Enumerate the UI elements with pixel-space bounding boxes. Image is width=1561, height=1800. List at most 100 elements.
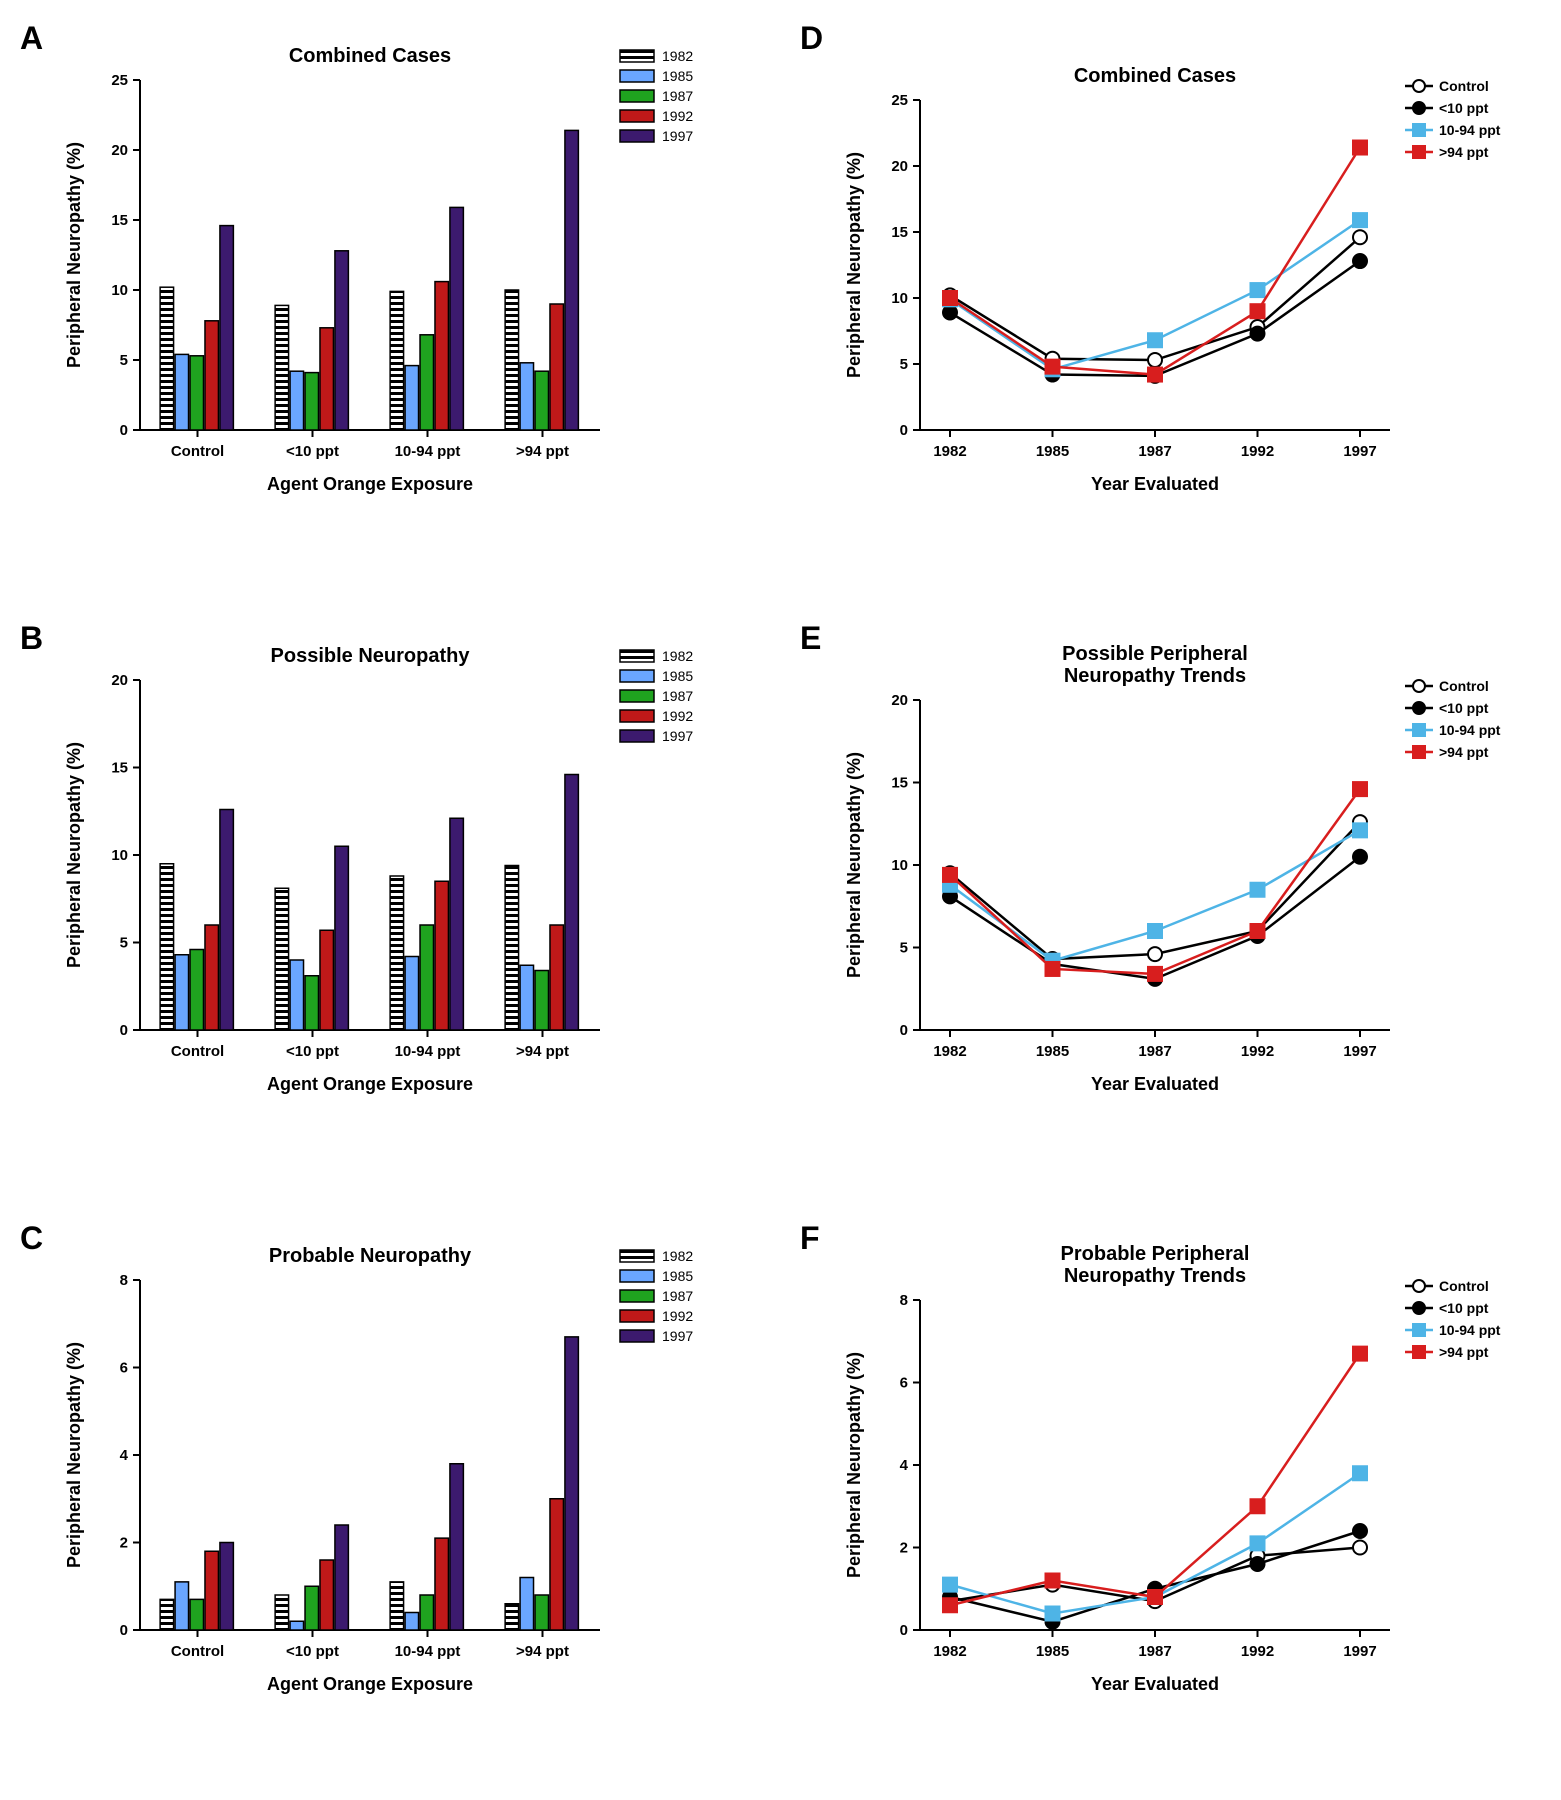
marker	[1046, 962, 1060, 976]
svg-text:0: 0	[120, 1022, 128, 1039]
legend-swatch	[620, 1310, 654, 1322]
legend-swatch	[620, 50, 654, 62]
svg-text:1997: 1997	[1343, 443, 1376, 460]
svg-text:Control: Control	[171, 1643, 224, 1660]
marker	[1413, 1346, 1425, 1358]
bar	[505, 866, 518, 1031]
marker	[1251, 1557, 1265, 1571]
bar	[405, 957, 418, 1031]
marker	[1251, 327, 1265, 341]
svg-text:1987: 1987	[662, 1288, 693, 1304]
marker	[1148, 947, 1162, 961]
panel-D: D0510152025Peripheral Neuropathy (%)Comb…	[800, 20, 1560, 580]
svg-text:1985: 1985	[662, 1268, 693, 1284]
bar	[335, 1525, 348, 1630]
marker	[1251, 1536, 1265, 1550]
panel-letter: E	[800, 620, 821, 657]
marker	[1413, 1324, 1425, 1336]
svg-text:<10 ppt: <10 ppt	[1439, 100, 1489, 116]
legend-swatch	[620, 690, 654, 702]
bar	[290, 371, 303, 430]
svg-text:10-94 ppt: 10-94 ppt	[395, 1043, 461, 1060]
bar	[435, 282, 448, 430]
svg-text:2: 2	[120, 1535, 128, 1552]
svg-text:1992: 1992	[1241, 1643, 1274, 1660]
bar	[565, 130, 578, 430]
bar	[335, 251, 348, 430]
legend-swatch	[620, 90, 654, 102]
svg-text:1987: 1987	[1138, 443, 1171, 460]
bar	[435, 881, 448, 1030]
marker	[1413, 724, 1425, 736]
svg-text:20: 20	[891, 692, 908, 709]
legend-swatch	[620, 670, 654, 682]
bar	[550, 925, 563, 1030]
legend-swatch	[620, 110, 654, 122]
marker	[1353, 850, 1367, 864]
bar	[175, 955, 188, 1030]
bar	[505, 290, 518, 430]
svg-text:Combined Cases: Combined Cases	[1074, 65, 1236, 87]
panel-F: F02468Peripheral Neuropathy (%)Probable …	[800, 1220, 1560, 1780]
svg-text:8: 8	[120, 1272, 128, 1289]
bar	[275, 888, 288, 1030]
svg-text:10-94 ppt: 10-94 ppt	[395, 1643, 461, 1660]
marker	[1251, 283, 1265, 297]
panel-C: C02468Peripheral Neuropathy (%)Probable …	[20, 1220, 780, 1780]
bar-chart: 05101520Peripheral Neuropathy (%)Possibl…	[40, 620, 780, 1140]
svg-text:1992: 1992	[662, 708, 693, 724]
svg-text:10: 10	[111, 282, 128, 299]
svg-text:15: 15	[891, 224, 908, 241]
marker	[1353, 254, 1367, 268]
svg-text:10: 10	[111, 847, 128, 864]
svg-text:20: 20	[891, 158, 908, 175]
bar	[565, 1337, 578, 1630]
svg-text:1992: 1992	[1241, 1043, 1274, 1060]
series-line	[950, 830, 1360, 960]
bar	[420, 1595, 433, 1630]
svg-text:Agent Orange Exposure: Agent Orange Exposure	[267, 474, 473, 494]
svg-text:25: 25	[111, 72, 128, 89]
series-line	[950, 1354, 1360, 1606]
bar	[160, 287, 173, 430]
svg-text:Control: Control	[1439, 78, 1489, 94]
bar	[335, 846, 348, 1030]
bar	[305, 976, 318, 1030]
svg-text:10-94 ppt: 10-94 ppt	[1439, 1322, 1501, 1338]
svg-text:10-94 ppt: 10-94 ppt	[1439, 722, 1501, 738]
line-chart: 05101520Peripheral Neuropathy (%)Possibl…	[820, 620, 1560, 1140]
bar	[535, 371, 548, 430]
bar	[290, 960, 303, 1030]
legend-swatch	[620, 710, 654, 722]
svg-text:4: 4	[900, 1457, 909, 1474]
marker	[943, 306, 957, 320]
panel-letter: F	[800, 1220, 820, 1257]
svg-text:<10 ppt: <10 ppt	[286, 1643, 339, 1660]
bar	[390, 1582, 403, 1630]
svg-text:>94 ppt: >94 ppt	[1439, 144, 1489, 160]
marker	[1353, 823, 1367, 837]
svg-text:1987: 1987	[1138, 1643, 1171, 1660]
svg-text:1987: 1987	[662, 88, 693, 104]
marker	[1413, 124, 1425, 136]
svg-text:10: 10	[891, 857, 908, 874]
bar	[520, 965, 533, 1030]
panel-letter: B	[20, 620, 43, 657]
bar	[275, 305, 288, 430]
svg-text:1985: 1985	[662, 68, 693, 84]
marker	[1251, 924, 1265, 938]
marker	[1413, 1280, 1425, 1292]
bar	[550, 304, 563, 430]
svg-text:5: 5	[120, 935, 128, 952]
svg-text:1992: 1992	[1241, 443, 1274, 460]
legend-swatch	[620, 1290, 654, 1302]
svg-text:Peripheral Neuropathy (%): Peripheral Neuropathy (%)	[844, 152, 864, 378]
bar	[450, 207, 463, 430]
panel-A: A0510152025Peripheral Neuropathy (%)Comb…	[20, 20, 780, 580]
marker	[1148, 1590, 1162, 1604]
marker	[1251, 883, 1265, 897]
svg-text:1992: 1992	[662, 1308, 693, 1324]
svg-text:1997: 1997	[662, 1328, 693, 1344]
bar	[305, 373, 318, 430]
marker	[1148, 924, 1162, 938]
